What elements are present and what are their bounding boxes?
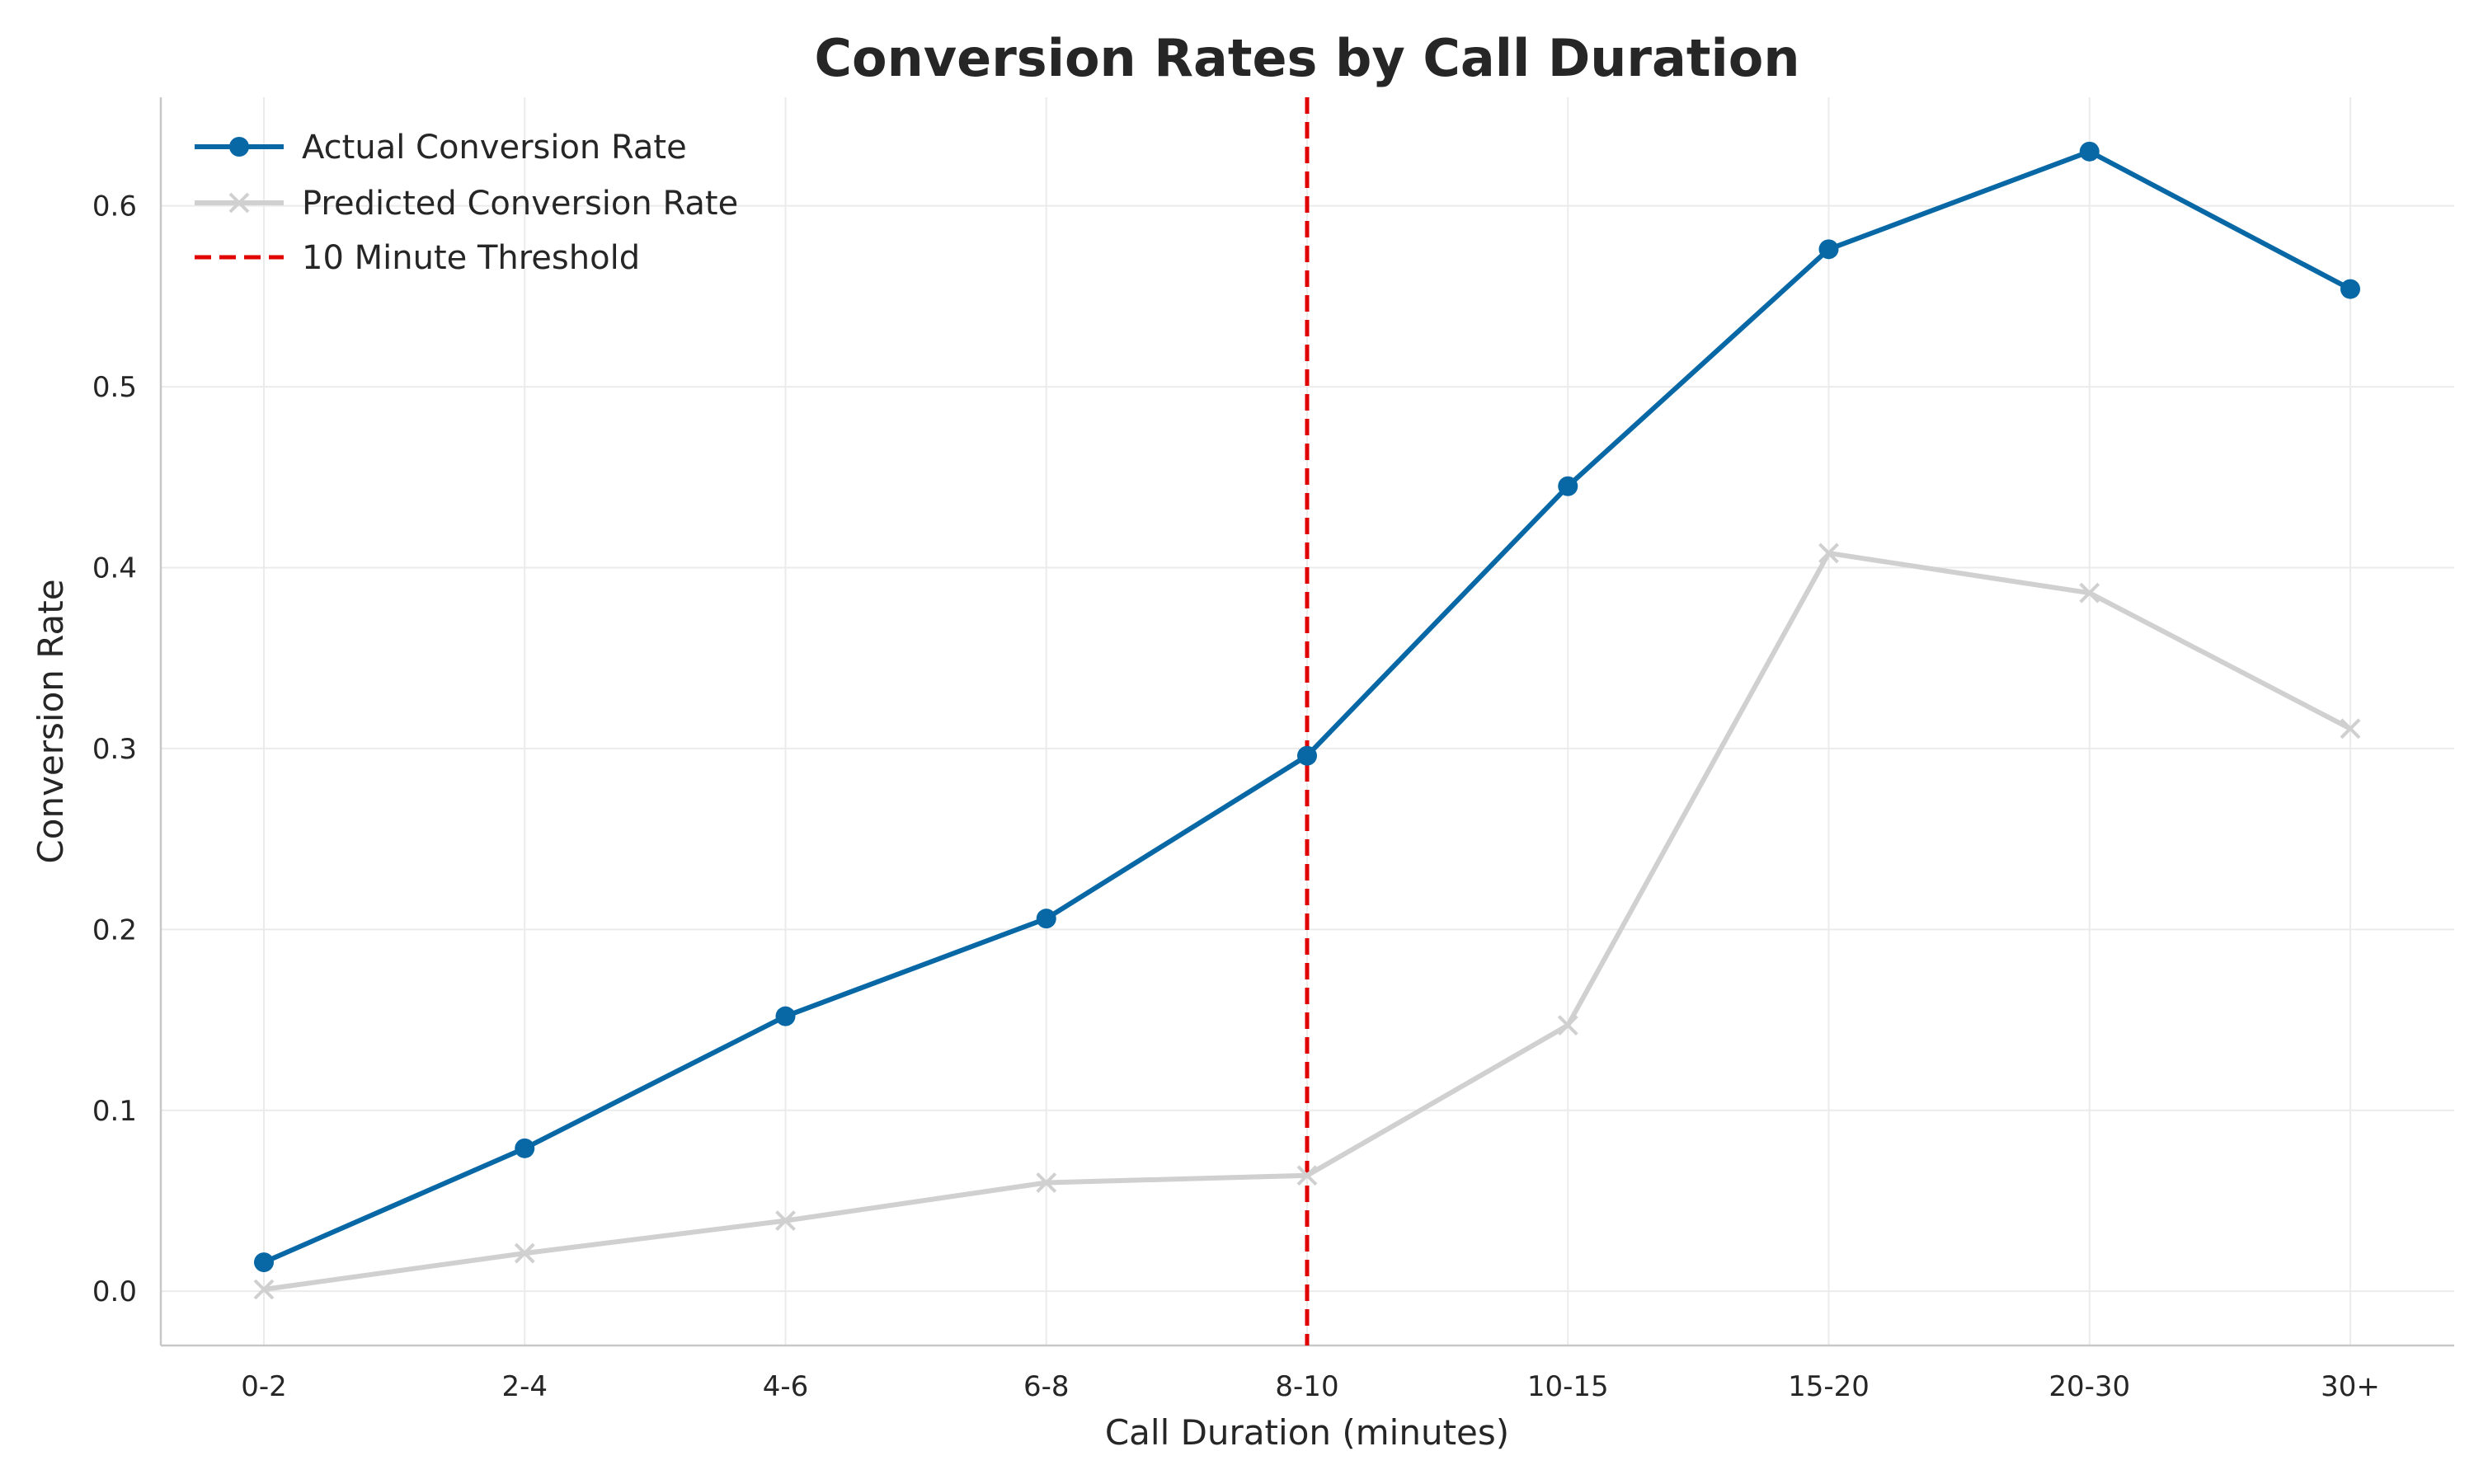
data-point [1297, 745, 1317, 766]
x-tick-label: 6-8 [1023, 1370, 1070, 1403]
x-tick-label: 4-6 [763, 1370, 809, 1403]
data-point [2340, 718, 2361, 740]
legend-marker-predicted [228, 192, 250, 214]
data-point [515, 1138, 535, 1158]
legend-label-predicted: Predicted Conversion Rate [302, 185, 738, 223]
data-point [1036, 1172, 1057, 1193]
legend: Actual Conversion Rate Predicted Convers… [195, 129, 738, 277]
x-tick-label: 8-10 [1275, 1370, 1338, 1403]
x-tick-label: 10-15 [1527, 1370, 1609, 1403]
data-point [253, 1279, 275, 1300]
data-point [1296, 1165, 1318, 1186]
y-tick-label: 0.6 [92, 190, 137, 223]
data-point [254, 1252, 274, 1273]
y-tick-labels: 0.0 0.1 0.2 0.3 0.4 0.5 0.6 [92, 190, 137, 1309]
x-tick-label: 0-2 [241, 1370, 287, 1403]
y-tick-label: 0.0 [92, 1275, 137, 1308]
y-axis-label: Conversion Rate [31, 579, 71, 863]
y-tick-label: 0.2 [92, 913, 137, 946]
legend-marker-actual [229, 137, 249, 157]
data-point [1818, 542, 1839, 564]
y-tick-label: 0.4 [92, 552, 137, 585]
x-tick-labels: 0-2 2-4 4-6 6-8 8-10 10-15 15-20 20-30 30+ [241, 1370, 2380, 1403]
data-point [775, 1210, 796, 1232]
series-predicted [253, 542, 2361, 1300]
chart-title: Conversion Rates by Call Duration [815, 28, 1800, 88]
series-layer [253, 141, 2361, 1300]
y-tick-label: 0.3 [92, 733, 137, 766]
data-point [775, 1006, 796, 1026]
legend-entry-threshold: 10 Minute Threshold [195, 239, 640, 277]
x-axis-label: Call Duration (minutes) [1105, 1412, 1509, 1453]
data-point [1558, 476, 1578, 496]
x-tick-label: 30+ [2321, 1370, 2380, 1403]
series-actual [254, 141, 2360, 1273]
data-point [2079, 141, 2100, 162]
legend-label-actual: Actual Conversion Rate [302, 129, 687, 167]
data-point [1818, 239, 1839, 260]
data-point [2079, 582, 2100, 603]
data-point [2340, 279, 2360, 299]
data-point [1036, 909, 1056, 929]
data-point [1557, 1015, 1578, 1036]
y-tick-label: 0.1 [92, 1095, 137, 1128]
x-tick-label: 20-30 [2048, 1370, 2130, 1403]
legend-label-threshold: 10 Minute Threshold [302, 239, 640, 277]
y-tick-label: 0.5 [92, 371, 137, 404]
x-tick-label: 15-20 [1788, 1370, 1870, 1403]
data-point [514, 1242, 535, 1264]
legend-entry-predicted: Predicted Conversion Rate [195, 185, 738, 223]
x-tick-label: 2-4 [501, 1370, 548, 1403]
legend-entry-actual: Actual Conversion Rate [195, 129, 687, 167]
